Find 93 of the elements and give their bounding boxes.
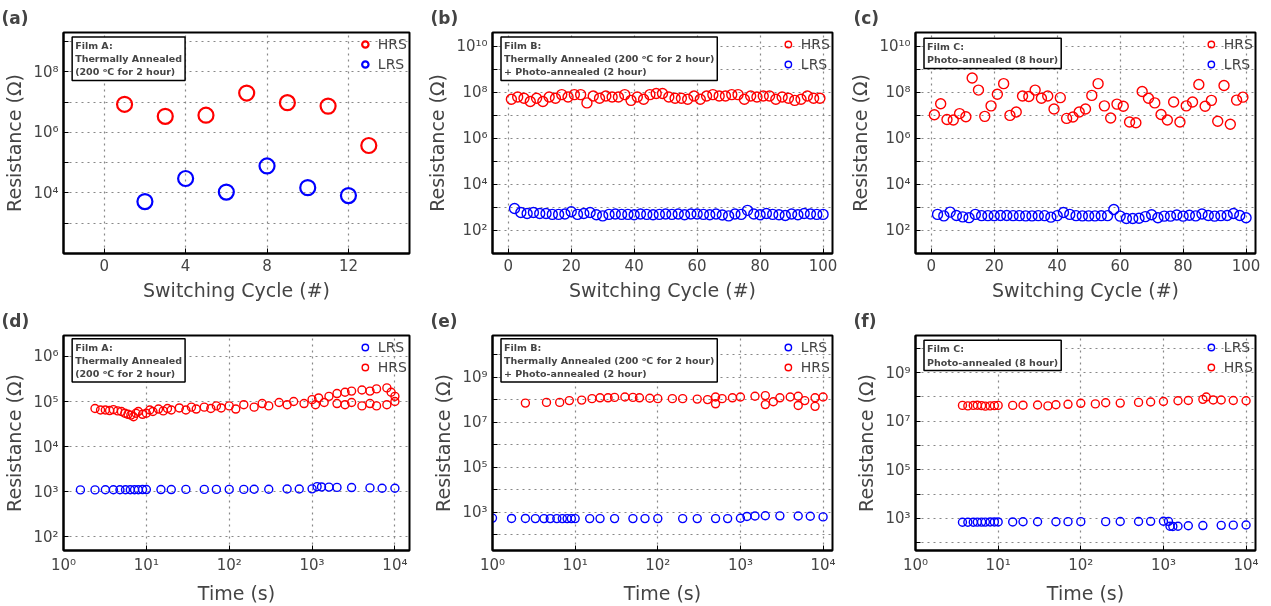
y-axis-title: Resistance (Ω) [3, 74, 26, 212]
x-tick-label: 80 [750, 256, 770, 275]
annotation: Film A: Thermally Annealed (200 ᵒC for 2 hour) [75, 341, 183, 380]
annotation: Film A: Thermally Annealed (200 ᵒC for 2 hour) [75, 40, 183, 78]
y-tick-label: 10⁶ [885, 129, 911, 148]
chart-title: (f) [853, 310, 877, 331]
x-tick-label: 10⁴ [810, 555, 836, 574]
chart-title: (a) [1, 7, 29, 28]
x-tick-label: 100 [1231, 256, 1261, 275]
chart-title: (e) [430, 310, 458, 331]
x-axis-title: Switching Cycle (#) [992, 278, 1179, 301]
y-tick-label: 10⁵ [462, 458, 488, 477]
y-tick-label: 10⁴ [33, 183, 59, 202]
legend-label: LRS [800, 56, 828, 72]
x-tick-label: 4 [180, 256, 191, 275]
y-tick-label: 10⁴ [462, 175, 488, 194]
x-tick-label: 10² [216, 555, 242, 574]
y-tick-label: 10⁷ [885, 412, 911, 431]
x-tick-label: 10⁴ [1233, 555, 1259, 574]
y-tick-label: 10⁴ [885, 175, 911, 194]
x-tick-label: 20 [984, 256, 1004, 275]
x-tick-label: 10¹ [985, 555, 1011, 574]
chart-title: (d) [1, 310, 30, 331]
legend-label: HRS [1223, 359, 1253, 375]
x-tick-label: 10⁰ [479, 555, 506, 574]
chart-title: (b) [430, 7, 459, 28]
x-tick-label: 8 [262, 256, 272, 275]
x-tick-label: 20 [561, 256, 581, 275]
legend-label: HRS [377, 36, 407, 52]
legend-label: HRS [377, 359, 407, 375]
y-tick-label: 10⁸ [462, 83, 488, 102]
annotation: Film C: Photo-annealed (8 hour) [927, 343, 1059, 368]
y-axis-title: Resistance (Ω) [855, 374, 878, 512]
y-axis-title: Resistance (Ω) [432, 374, 455, 512]
x-axis-title: Time (s) [196, 581, 276, 604]
x-tick-label: 10¹ [562, 555, 588, 574]
x-tick-label: 0 [926, 256, 937, 275]
chart-title: (c) [853, 7, 880, 28]
x-axis-title: Time (s) [622, 581, 702, 604]
y-tick-label: 10⁴ [33, 437, 59, 456]
x-tick-label: 10⁴ [382, 555, 408, 574]
y-tick-label: 10⁷ [462, 413, 488, 432]
x-tick-label: 12 [338, 256, 358, 275]
x-tick-label: 0 [503, 256, 514, 275]
x-axis-title: Switching Cycle (#) [569, 278, 756, 301]
legend-label: LRS [1223, 339, 1251, 355]
y-tick-label: 10¹⁰ [879, 37, 911, 56]
x-tick-label: 10³ [1150, 555, 1176, 574]
x-tick-label: 0 [99, 256, 109, 275]
y-tick-label: 10⁹ [885, 363, 911, 382]
y-axis-title: Resistance (Ω) [3, 374, 26, 512]
x-tick-label: 40 [624, 256, 644, 275]
x-tick-label: 60 [687, 256, 707, 275]
x-tick-label: 10² [1068, 555, 1094, 574]
y-tick-label: 10² [885, 221, 911, 240]
legend-label: LRS [800, 339, 828, 355]
x-tick-label: 10² [645, 555, 671, 574]
y-tick-label: 10² [462, 221, 488, 240]
legend-label: LRS [1223, 56, 1251, 72]
y-tick-label: 10³ [885, 509, 911, 528]
y-tick-label: 10⁸ [33, 62, 59, 81]
y-tick-label: 10⁶ [33, 123, 59, 142]
annotation: Film B: Thermally Annealed (200 ᵒC for 2 hour) + Photo-annealed (2 hour) [504, 341, 715, 380]
x-tick-label: 10³ [727, 555, 753, 574]
x-tick-label: 10¹ [133, 555, 159, 574]
x-tick-label: 10³ [299, 555, 325, 574]
y-axis-title: Resistance (Ω) [849, 74, 872, 212]
legend-label: HRS [800, 36, 830, 52]
y-tick-label: 10⁵ [33, 392, 59, 411]
legend-label: LRS [377, 339, 405, 355]
y-tick-label: 10³ [462, 503, 488, 522]
x-tick-label: 10⁰ [902, 555, 929, 574]
y-tick-label: 10⁹ [462, 368, 488, 387]
annotation: Film B: Thermally Annealed (200 ᵒC for 2 hour) + Photo-annealed (2 hour) [504, 40, 715, 78]
y-tick-label: 10² [33, 527, 59, 546]
y-tick-label: 10⁸ [885, 83, 911, 102]
legend-label: HRS [800, 359, 830, 375]
x-axis-title: Time (s) [1045, 581, 1125, 604]
y-tick-label: 10³ [33, 482, 59, 501]
y-tick-label: 10⁶ [462, 129, 488, 148]
x-tick-label: 80 [1173, 256, 1193, 275]
x-axis-title: Switching Cycle (#) [143, 278, 330, 301]
x-tick-label: 60 [1110, 256, 1130, 275]
y-axis-title: Resistance (Ω) [426, 74, 449, 212]
x-tick-label: 40 [1047, 256, 1067, 275]
y-tick-label: 10⁵ [885, 460, 911, 479]
y-tick-label: 10⁶ [33, 347, 59, 366]
annotation: Film C: Photo-annealed (8 hour) [927, 41, 1059, 66]
x-tick-label: 10⁰ [50, 555, 77, 574]
legend-label: LRS [377, 56, 405, 72]
y-tick-label: 10¹⁰ [456, 37, 488, 56]
x-tick-label: 100 [808, 256, 838, 275]
legend-label: HRS [1223, 36, 1253, 52]
